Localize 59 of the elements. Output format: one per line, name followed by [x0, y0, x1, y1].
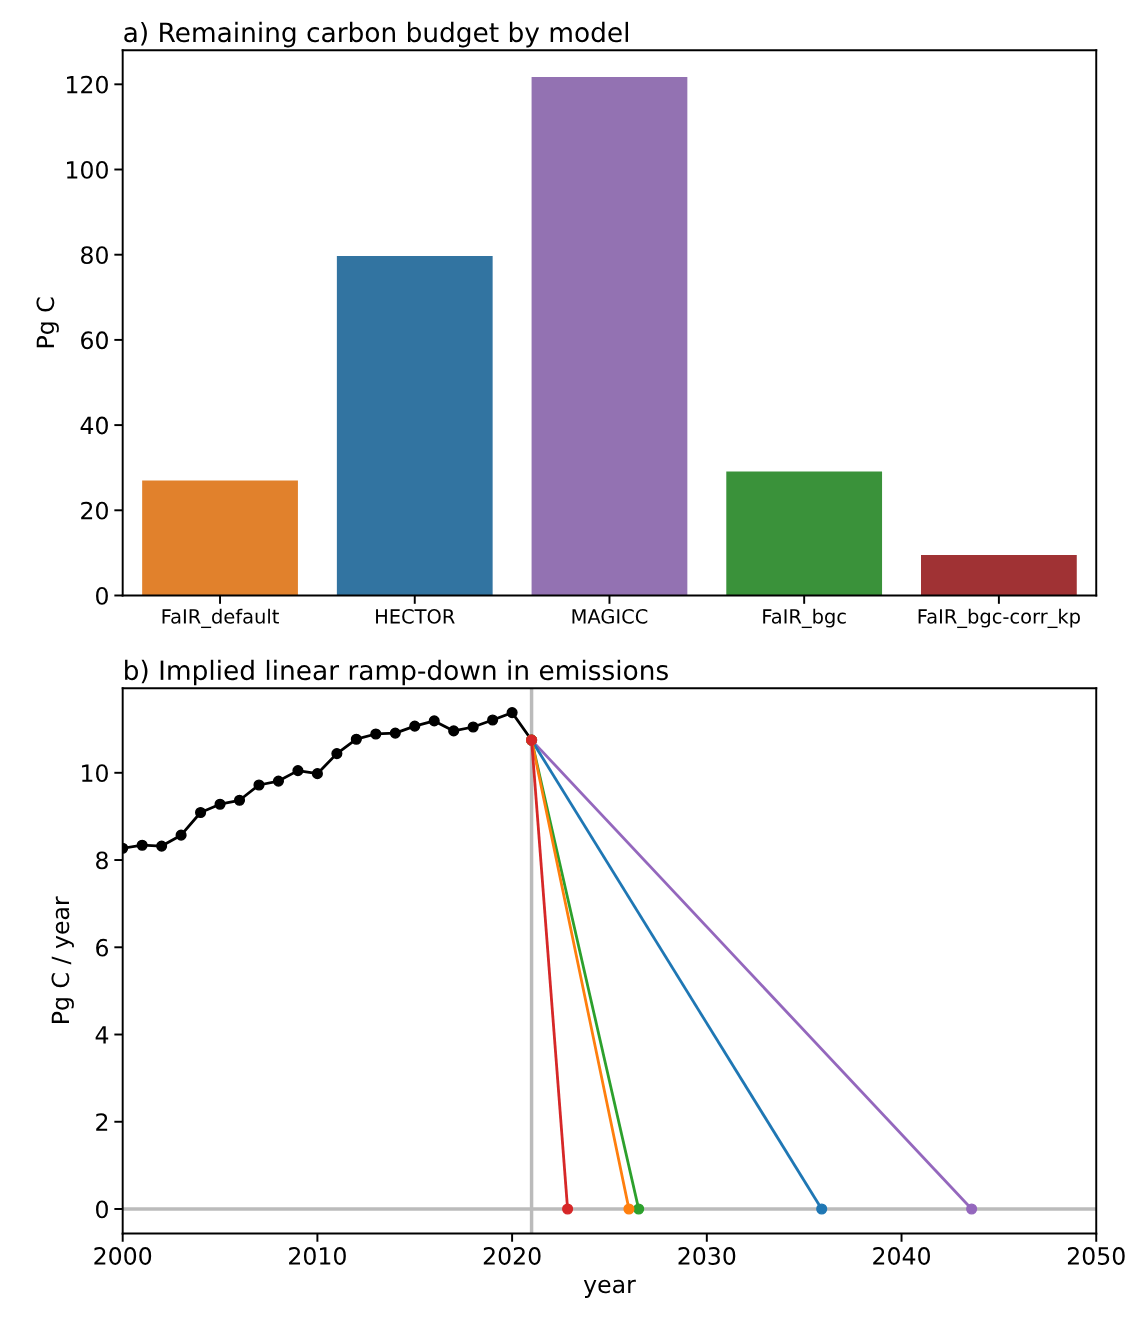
y-tick-label: 80 — [81, 246, 108, 265]
y-tick-label: 6 — [96, 938, 109, 957]
y-tick-label: 100 — [67, 160, 108, 179]
point — [331, 748, 343, 760]
point — [253, 779, 265, 791]
point — [311, 768, 323, 780]
x-tick-label: 2010 — [289, 1247, 346, 1265]
point — [428, 715, 440, 727]
bar — [726, 471, 883, 596]
point — [966, 1203, 978, 1215]
chart-title: b) Implied linear ramp-down in emissions — [125, 659, 668, 686]
point — [272, 775, 285, 787]
point — [506, 707, 518, 719]
x-tick-label: 2050 — [1067, 1247, 1125, 1265]
y-axis-title: Pg C — [36, 297, 59, 348]
bar — [142, 480, 298, 596]
x-tick-label: MAGICC — [572, 609, 648, 624]
y-tick-label: 0 — [96, 586, 108, 605]
x-tick-label: 2040 — [873, 1247, 931, 1265]
point — [175, 829, 187, 841]
x-tick-label: FaIR_bgc — [763, 608, 846, 629]
y-axis-title: Pg C / year — [51, 896, 74, 1023]
bar — [531, 77, 688, 596]
point — [487, 714, 499, 726]
y-tick-label: 0 — [96, 1200, 108, 1219]
y-tick-label: 60 — [81, 331, 108, 350]
point — [350, 733, 362, 745]
y-tick-label: 8 — [96, 851, 108, 870]
point — [195, 806, 207, 819]
x-tick-label: FaIR_bgc-corr_kp — [918, 608, 1080, 629]
x-tick-label: 2000 — [94, 1247, 152, 1265]
bar — [336, 255, 493, 596]
point — [562, 1203, 574, 1215]
point — [389, 727, 401, 739]
x-tick-label: HECTOR — [376, 609, 455, 624]
point — [448, 725, 460, 737]
y-tick-label: 4 — [95, 1026, 109, 1044]
point — [633, 1203, 645, 1215]
point — [816, 1203, 828, 1215]
x-tick-label: 2020 — [483, 1247, 541, 1265]
y-tick-label: 40 — [80, 416, 108, 435]
x-axis-title: year — [583, 1279, 636, 1298]
y-tick-label: 2 — [96, 1113, 108, 1131]
point — [156, 840, 168, 852]
chart-title: a) Remaining carbon budget by model — [124, 21, 628, 48]
point — [214, 798, 226, 810]
y-tick-label: 120 — [67, 75, 108, 94]
point — [409, 720, 421, 732]
point — [233, 794, 246, 806]
point — [467, 721, 479, 733]
x-tick-label: FaIR_default — [162, 608, 279, 629]
y-tick-label: 10 — [82, 764, 108, 783]
point — [370, 728, 382, 740]
x-tick-label: 2030 — [678, 1247, 736, 1265]
point — [623, 1203, 635, 1215]
point — [136, 839, 148, 851]
bar — [921, 555, 1077, 596]
y-tick-label: 20 — [81, 501, 108, 520]
point — [292, 765, 304, 777]
